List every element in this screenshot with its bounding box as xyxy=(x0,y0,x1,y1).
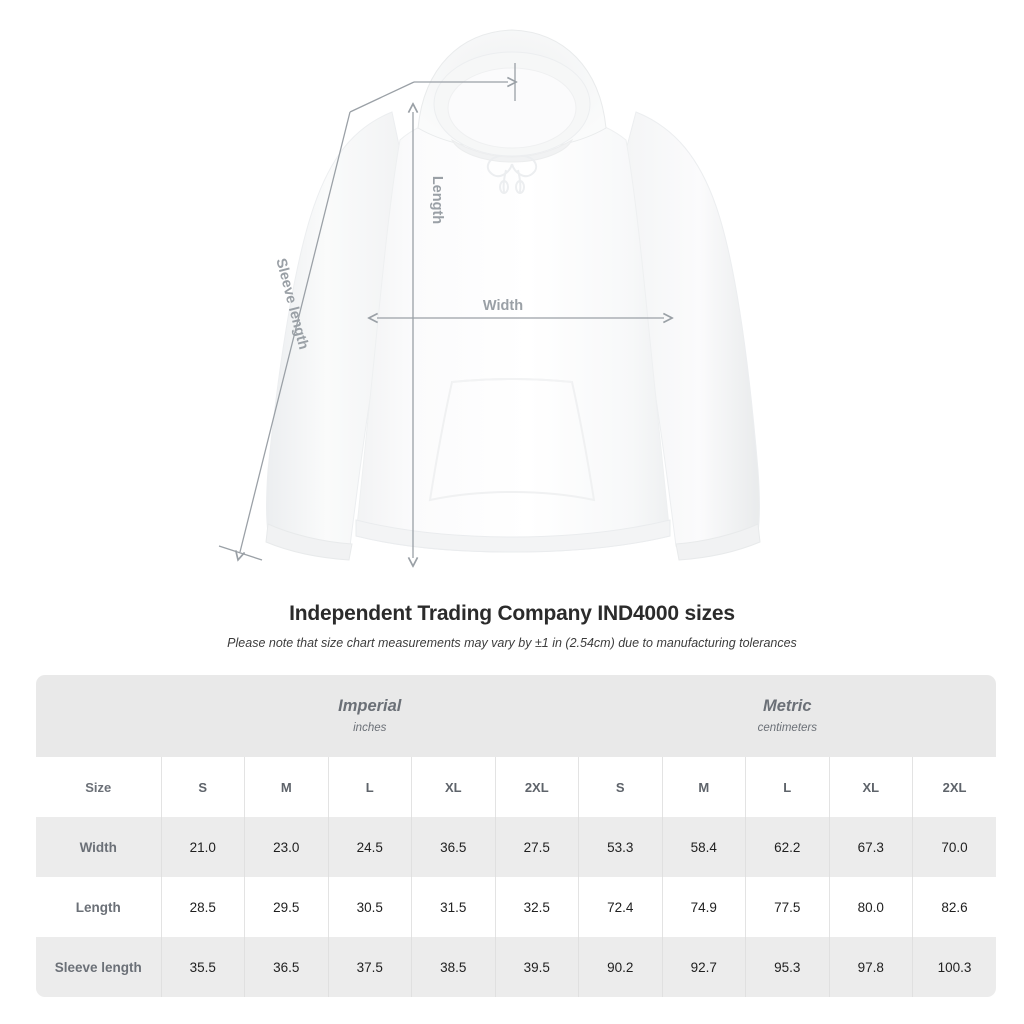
group-header-spacer xyxy=(36,675,161,757)
size-header-cell-imperial-2xl: 2XL xyxy=(495,757,579,817)
table-row: Length 28.5 29.5 30.5 31.5 32.5 72.4 74.… xyxy=(36,877,997,937)
size-table: Imperial inches Metric centimeters Size … xyxy=(36,675,997,997)
size-header-cell-metric-xl: XL xyxy=(829,757,913,817)
group-header-metric: Metric centimeters xyxy=(578,675,997,757)
cell-length-metric-2xl: 82.6 xyxy=(912,877,997,937)
cell-sleeve-metric-m: 92.7 xyxy=(662,937,746,997)
page-title: Independent Trading Company IND4000 size… xyxy=(289,602,735,625)
size-header-cell-metric-s: S xyxy=(578,757,663,817)
cell-length-metric-xl: 80.0 xyxy=(829,877,913,937)
length-label: Length xyxy=(429,176,445,224)
hoodie-garment xyxy=(265,29,761,561)
cell-width-metric-xl: 67.3 xyxy=(829,817,913,877)
cell-length-imperial-m: 29.5 xyxy=(244,877,329,937)
cell-width-metric-s: 53.3 xyxy=(578,817,663,877)
cell-sleeve-metric-xl: 97.8 xyxy=(829,937,913,997)
sleeve-connector-top xyxy=(349,81,415,113)
cell-sleeve-metric-s: 90.2 xyxy=(578,937,663,997)
group-header-imperial: Imperial inches xyxy=(161,675,579,757)
drawstring xyxy=(486,155,538,194)
cell-width-metric-m: 58.4 xyxy=(662,817,746,877)
size-header-label: Size xyxy=(36,757,162,817)
hoodie-illustration: Length Width Sleeve length xyxy=(218,29,761,585)
cell-length-imperial-l: 30.5 xyxy=(328,877,412,937)
cell-sleeve-imperial-l: 37.5 xyxy=(328,937,412,997)
size-header-cell-imperial-l: L xyxy=(328,757,412,817)
size-table-wrapper: Imperial inches Metric centimeters Size … xyxy=(36,675,997,997)
cell-width-imperial-s: 21.0 xyxy=(161,817,245,877)
cell-sleeve-imperial-m: 36.5 xyxy=(244,937,329,997)
group-unit-imperial: inches xyxy=(353,722,387,734)
size-header-cell-imperial-xl: XL xyxy=(411,757,496,817)
group-title-imperial: Imperial xyxy=(338,697,402,715)
cell-width-metric-2xl: 70.0 xyxy=(912,817,997,877)
measurement-annotations xyxy=(218,63,664,561)
size-header-cell-metric-l: L xyxy=(745,757,830,817)
cell-length-metric-s: 72.4 xyxy=(578,877,663,937)
size-header-cell-metric-m: M xyxy=(662,757,746,817)
cell-sleeve-imperial-s: 35.5 xyxy=(161,937,245,997)
row-label-sleeve-length: Sleeve length xyxy=(36,937,162,997)
size-header-row: Size S M L XL 2XL S M L XL 2XL xyxy=(36,757,997,817)
sleeve-length-arrow xyxy=(240,111,351,552)
title-block: Independent Trading Company IND4000 size… xyxy=(0,600,1024,653)
width-label: Width xyxy=(483,298,523,314)
cell-width-metric-l: 62.2 xyxy=(745,817,830,877)
size-header-cell-metric-2xl: 2XL xyxy=(912,757,997,817)
row-label-length: Length xyxy=(36,877,162,937)
cell-length-imperial-2xl: 32.5 xyxy=(495,877,579,937)
group-title-metric: Metric xyxy=(762,697,812,715)
group-unit-metric: centimeters xyxy=(757,722,817,734)
cell-sleeve-imperial-xl: 38.5 xyxy=(411,937,496,997)
cell-length-imperial-xl: 31.5 xyxy=(411,877,496,937)
row-label-width: Width xyxy=(36,817,162,877)
cell-width-imperial-l: 24.5 xyxy=(328,817,412,877)
table-row: Width 21.0 23.0 24.5 36.5 27.5 53.3 58.4… xyxy=(36,817,997,877)
cell-length-metric-m: 74.9 xyxy=(662,877,746,937)
cell-length-metric-l: 77.5 xyxy=(745,877,830,937)
cell-width-imperial-xl: 36.5 xyxy=(411,817,496,877)
sleeve-end-tick xyxy=(218,545,263,561)
cell-width-imperial-m: 23.0 xyxy=(244,817,329,877)
cell-width-imperial-2xl: 27.5 xyxy=(495,817,579,877)
table-row: Sleeve length 35.5 36.5 37.5 38.5 39.5 9… xyxy=(36,937,997,997)
page-subtitle: Please note that size chart measurements… xyxy=(227,636,797,650)
cell-length-imperial-s: 28.5 xyxy=(161,877,245,937)
size-header-cell-imperial-s: S xyxy=(161,757,245,817)
unit-group-header-row: Imperial inches Metric centimeters xyxy=(36,675,997,757)
cell-sleeve-imperial-2xl: 39.5 xyxy=(495,937,579,997)
cell-sleeve-metric-l: 95.3 xyxy=(745,937,830,997)
cell-sleeve-metric-2xl: 100.3 xyxy=(912,937,997,997)
size-header-cell-imperial-m: M xyxy=(244,757,329,817)
